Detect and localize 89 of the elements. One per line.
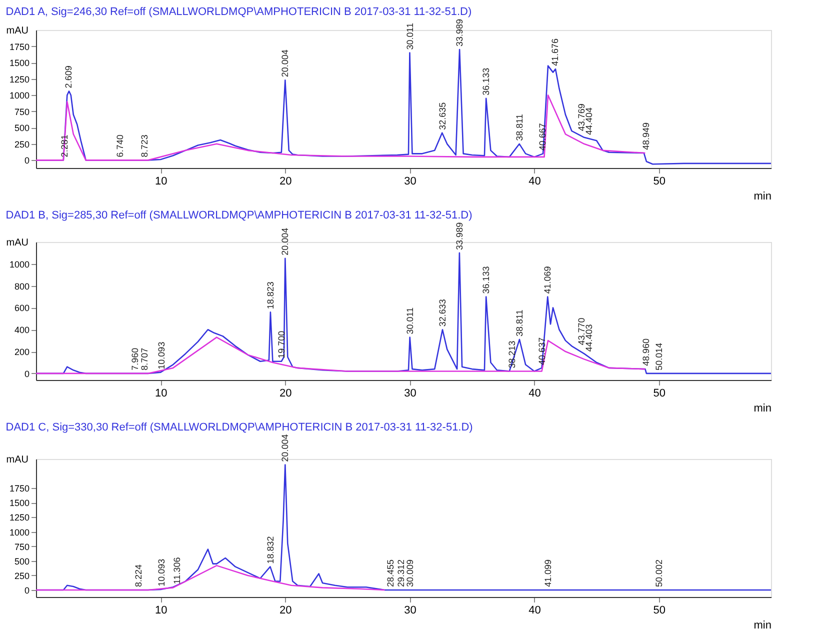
x-axis-title: min [754,620,772,632]
annotation: 44.403 [584,324,594,352]
y-tick-label: 500 [14,556,30,566]
y-tick-label: 250 [14,570,30,581]
annotation: 28.455 [385,559,396,588]
x-tick-label: 20 [280,176,292,188]
annotation: 33.989 [454,222,464,250]
x-tick-label: 30 [404,604,416,616]
annotation: 48.960 [640,338,651,366]
chart-title: DAD1 A, Sig=246,30 Ref=off (SMALLWORLDMQP\AMPHOTERICIN B 2017-03-31 11-32-51.D) [6,6,472,18]
annotation: 2.609 [64,66,74,88]
y-tick-label: 1250 [9,74,30,84]
y-tick-label: 0 [24,156,30,166]
annotation: 18.823 [265,282,276,310]
annotation: 41.676 [550,38,560,66]
y-tick-label: 0 [24,368,30,379]
y-tick-label: 500 [14,123,30,134]
annotation: 7.960 [130,348,140,370]
x-tick-label: 50 [653,388,666,400]
annotation: 32.633 [438,299,448,327]
x-tick-label: 50 [653,604,666,616]
annotation: 38.213 [507,340,518,368]
annotation: 10.093 [156,342,167,370]
y-tick-label: 1500 [9,58,30,68]
x-tick-label: 10 [154,604,168,616]
annotation: 30.011 [404,307,415,334]
annotation: 38.811 [514,310,524,336]
y-tick-label: 200 [14,347,30,358]
annotation: 33.989 [454,18,464,47]
annotation: 8.707 [139,348,150,370]
y-tick-label: 1500 [9,498,30,508]
annotation: 20.004 [280,434,290,462]
annotation: 41.069 [542,266,553,294]
annotation: 43.769 [576,104,586,132]
x-tick-label: 20 [280,388,292,400]
x-tick-label: 20 [280,604,292,616]
y-tick-label: 0 [24,586,30,596]
y-tick-label: 1000 [9,527,30,538]
y-tick-label: 800 [14,281,30,292]
annotation: 40.637 [537,337,548,365]
x-tick-label: 10 [154,176,168,188]
chart-title: DAD1 C, Sig=330,30 Ref=off (SMALLWORLDMQP\AMPHOTERICIN B 2017-03-31 11-32-51.D) [6,421,473,434]
y-tick-label: 750 [14,542,30,552]
annotation: 8.723 [140,134,150,158]
x-axis-title: min [754,190,772,202]
annotation: 48.949 [640,122,651,150]
annotation: 50.002 [654,559,664,588]
annotation: 11.306 [172,557,182,584]
annotation: 40.667 [538,123,548,151]
x-tick-label: 50 [653,176,666,188]
x-tick-label: 40 [528,388,541,400]
chart-title: DAD1 B, Sig=285,30 Ref=off (SMALLWORLDMQP\AMPHOTERICIN B 2017-03-31 11-32-51.D) [6,209,472,222]
y-axis-title: mAU [6,454,28,466]
y-tick-label: 1750 [9,42,30,52]
y-axis-title: mAU [6,238,28,248]
annotation: 18.832 [266,536,276,564]
annotation: 29.312 [396,559,406,588]
annotation: 2.281 [59,134,70,158]
y-tick-label: 750 [14,106,30,117]
y-tick-label: 400 [14,325,30,336]
annotation: 43.770 [576,318,586,346]
annotation: 30.009 [404,559,415,588]
y-tick-label: 1000 [9,90,30,101]
y-tick-label: 600 [14,303,30,314]
annotation: 30.011 [404,22,415,50]
x-tick-label: 40 [528,604,541,616]
x-tick-label: 40 [528,176,541,188]
annotation: 19.700 [276,330,286,358]
annotation: 10.093 [156,558,167,586]
annotation: 20.004 [280,50,290,78]
y-tick-label: 1750 [9,484,30,494]
y-tick-label: 1250 [9,512,30,523]
y-tick-label: 250 [14,139,30,150]
annotation: 20.004 [280,228,290,256]
annotation: 8.224 [133,564,144,588]
x-tick-label: 30 [404,388,416,400]
annotation: 32.635 [438,102,448,130]
annotation: 38.811 [514,114,524,141]
x-tick-label: 30 [404,176,416,188]
annotation: 6.740 [114,134,125,158]
y-tick-label: 1000 [9,259,30,270]
annotation: 44.404 [584,108,594,136]
annotation: 36.133 [481,68,492,96]
y-axis-title: mAU [6,26,28,36]
x-axis-title: min [754,402,772,414]
annotation: 36.133 [481,266,492,294]
x-tick-label: 10 [154,388,168,400]
annotation: 41.099 [542,559,553,588]
annotation: 50.014 [654,342,664,370]
